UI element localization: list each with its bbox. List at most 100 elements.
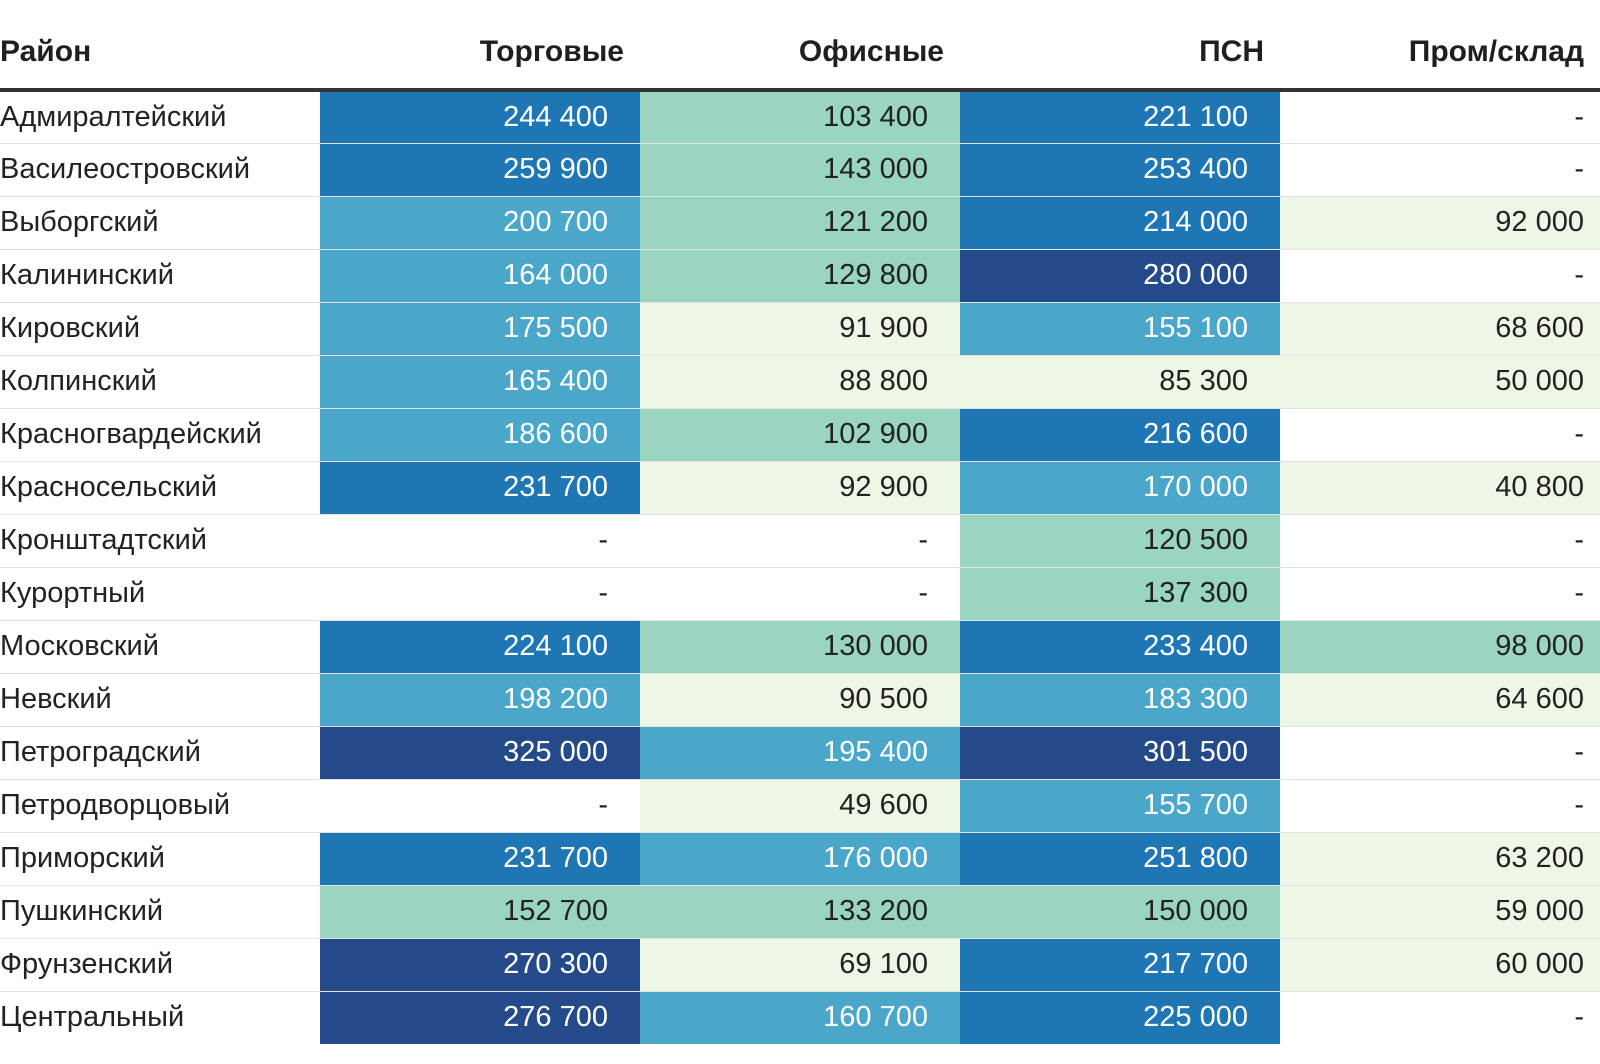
value-cell-industrial: 60 000 [1280, 937, 1600, 991]
value-cell-industrial: - [1280, 90, 1600, 143]
value-cell-psn: 221 100 [960, 90, 1280, 143]
value-cell-retail: - [320, 566, 640, 620]
value-cell-office: 129 800 [640, 248, 960, 302]
value-cell-retail: 270 300 [320, 937, 640, 991]
value-cell-psn: 120 500 [960, 513, 1280, 567]
value-cell-industrial: 50 000 [1280, 354, 1600, 408]
header-row: Район Торговые Офисные ПСН Пром/склад [0, 0, 1600, 92]
value-cell-industrial: 92 000 [1280, 195, 1600, 249]
table-row: Пушкинский 152 700 133 200 150 000 59 000 [0, 884, 1600, 938]
value-cell-office: 90 500 [640, 672, 960, 726]
value-cell-office: 69 100 [640, 937, 960, 991]
district-name-cell: Василеостровский [0, 142, 320, 196]
value-cell-industrial: 68 600 [1280, 301, 1600, 355]
value-cell-industrial: 64 600 [1280, 672, 1600, 726]
value-cell-retail: 164 000 [320, 248, 640, 302]
value-cell-retail: - [320, 778, 640, 832]
table-row: Красносельский 231 700 92 900 170 000 40 800 [0, 460, 1600, 514]
value-cell-industrial: - [1280, 778, 1600, 832]
value-cell-retail: 231 700 [320, 460, 640, 514]
table-row: Московский 224 100 130 000 233 400 98 000 [0, 619, 1600, 673]
value-cell-psn: 155 100 [960, 301, 1280, 355]
value-cell-psn: 214 000 [960, 195, 1280, 249]
value-cell-retail: 276 700 [320, 990, 640, 1044]
value-cell-psn: 217 700 [960, 937, 1280, 991]
value-cell-industrial: - [1280, 990, 1600, 1044]
value-cell-office: 176 000 [640, 831, 960, 885]
value-cell-industrial: - [1280, 513, 1600, 567]
value-cell-industrial: - [1280, 248, 1600, 302]
value-cell-industrial: - [1280, 407, 1600, 461]
table-row: Невский 198 200 90 500 183 300 64 600 [0, 672, 1600, 726]
district-name-cell: Петроградский [0, 725, 320, 779]
table-row: Адмиралтейский 244 400 103 400 221 100- [0, 90, 1600, 143]
value-cell-retail: 175 500 [320, 301, 640, 355]
value-cell-retail: 231 700 [320, 831, 640, 885]
value-cell-office: 91 900 [640, 301, 960, 355]
district-name-cell: Пушкинский [0, 884, 320, 938]
value-cell-retail: 244 400 [320, 90, 640, 143]
value-cell-office: - [640, 566, 960, 620]
district-name-cell: Центральный [0, 990, 320, 1044]
value-cell-psn: 280 000 [960, 248, 1280, 302]
value-cell-psn: 225 000 [960, 990, 1280, 1044]
value-cell-office: 195 400 [640, 725, 960, 779]
value-cell-office: 102 900 [640, 407, 960, 461]
table-body: Адмиралтейский 244 400 103 400 221 100- Васи… [0, 90, 1600, 1044]
table-row: Кировский 175 500 91 900 155 100 68 600 [0, 301, 1600, 355]
value-cell-retail: 200 700 [320, 195, 640, 249]
value-cell-office: 130 000 [640, 619, 960, 673]
value-cell-office: - [640, 513, 960, 567]
column-header-retail: Торговые [320, 0, 640, 92]
district-name-cell: Приморский [0, 831, 320, 885]
district-name-cell: Выборгский [0, 195, 320, 249]
value-cell-retail: 198 200 [320, 672, 640, 726]
value-cell-industrial: 98 000 [1280, 619, 1600, 673]
value-cell-psn: 253 400 [960, 142, 1280, 196]
value-cell-office: 49 600 [640, 778, 960, 832]
value-cell-retail: - [320, 513, 640, 567]
district-name-cell: Невский [0, 672, 320, 726]
value-cell-psn: 85 300 [960, 354, 1280, 408]
column-header-district: Район [0, 0, 320, 92]
value-cell-retail: 165 400 [320, 354, 640, 408]
district-name-cell: Калининский [0, 248, 320, 302]
district-name-cell: Кронштадтский [0, 513, 320, 567]
value-cell-industrial: 63 200 [1280, 831, 1600, 885]
table-row: Приморский 231 700 176 000 251 800 63 200 [0, 831, 1600, 885]
table-row: Петроградский 325 000 195 400 301 500- [0, 725, 1600, 779]
value-cell-office: 160 700 [640, 990, 960, 1044]
table-row: Василеостровский 259 900 143 000 253 400- [0, 142, 1600, 196]
column-header-office: Офисные [640, 0, 960, 92]
value-cell-retail: 325 000 [320, 725, 640, 779]
district-name-cell: Красносельский [0, 460, 320, 514]
district-name-cell: Петродворцовый [0, 778, 320, 832]
table-header: Район Торговые Офисные ПСН Пром/склад [0, 0, 1600, 92]
value-cell-psn: 155 700 [960, 778, 1280, 832]
value-cell-office: 88 800 [640, 354, 960, 408]
value-cell-psn: 233 400 [960, 619, 1280, 673]
value-cell-industrial: - [1280, 725, 1600, 779]
value-cell-psn: 183 300 [960, 672, 1280, 726]
value-cell-psn: 150 000 [960, 884, 1280, 938]
value-cell-retail: 152 700 [320, 884, 640, 938]
table-row: Курортный - -137 300- [0, 566, 1600, 620]
table-row: Колпинский 165 400 88 800 85 300 50 000 [0, 354, 1600, 408]
district-name-cell: Колпинский [0, 354, 320, 408]
value-cell-industrial: - [1280, 566, 1600, 620]
column-header-psn: ПСН [960, 0, 1280, 92]
table-row: Центральный 276 700 160 700 225 000- [0, 990, 1600, 1044]
value-cell-industrial: 40 800 [1280, 460, 1600, 514]
value-cell-office: 133 200 [640, 884, 960, 938]
district-name-cell: Кировский [0, 301, 320, 355]
value-cell-industrial: 59 000 [1280, 884, 1600, 938]
district-name-cell: Московский [0, 619, 320, 673]
value-cell-psn: 301 500 [960, 725, 1280, 779]
table-row: Красногвардейский 186 600 102 900 216 600- [0, 407, 1600, 461]
value-cell-office: 143 000 [640, 142, 960, 196]
table-row: Фрунзенский 270 300 69 100 217 700 60 000 [0, 937, 1600, 991]
value-cell-retail: 186 600 [320, 407, 640, 461]
value-cell-psn: 216 600 [960, 407, 1280, 461]
